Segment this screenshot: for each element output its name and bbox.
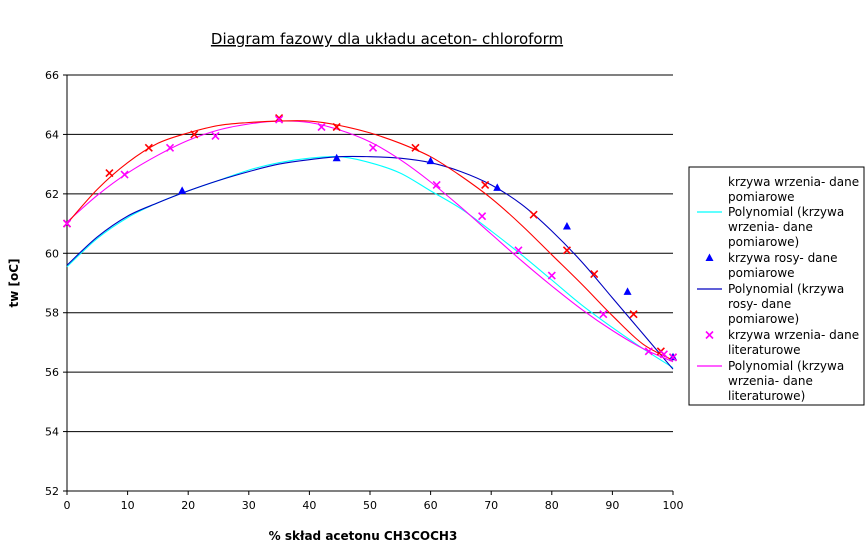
y-tick-label: 52 bbox=[45, 485, 59, 498]
data-point-series-0 bbox=[190, 130, 199, 139]
data-point-series-0 bbox=[144, 143, 153, 152]
data-point-series-2 bbox=[178, 186, 187, 194]
data-point-series-4 bbox=[120, 170, 129, 179]
gridlines bbox=[67, 74, 673, 433]
data-point-series-4 bbox=[514, 246, 523, 255]
data-point-series-0 bbox=[332, 122, 341, 132]
legend-item: Polynomial (krzywa wrzenia- dane literatur… bbox=[697, 359, 844, 403]
legend-item: krzywa wrzenia- dane pomiarowe bbox=[728, 175, 859, 204]
y-tick-labels: 52 54 56 58 60 62 64 66 bbox=[45, 69, 59, 498]
legend-label: krzywa wrzenia- dane literaturowe bbox=[728, 328, 859, 357]
x-tick-label: 60 bbox=[424, 499, 438, 512]
fit-curves bbox=[66, 120, 674, 370]
legend-label: Polynomial (krzywa wrzenia- dane pomiarowe… bbox=[728, 205, 844, 249]
y-tick-label: 54 bbox=[45, 426, 59, 439]
x-tick-label: 20 bbox=[181, 499, 195, 512]
data-point-series-4 bbox=[211, 131, 220, 140]
chart-title: Diagram fazowy dla układu aceton- chloro… bbox=[211, 30, 563, 48]
data-point-series-0 bbox=[529, 210, 538, 219]
x-tick-labels: 0 10 20 30 40 50 60 70 80 90 100 bbox=[64, 499, 684, 512]
legend: krzywa wrzenia- dane pomiarowePolynomial … bbox=[688, 166, 865, 406]
x-tick-label: 40 bbox=[302, 499, 316, 512]
legend-item: Polynomial (krzywa wrzenia- dane pomiarowe… bbox=[697, 205, 844, 249]
data-point-series-4 bbox=[659, 350, 668, 359]
data-point-series-2 bbox=[426, 156, 435, 165]
x-tick-label: 50 bbox=[363, 499, 377, 512]
data-point-series-4 bbox=[432, 180, 441, 190]
x-tick-label: 70 bbox=[484, 499, 498, 512]
axes bbox=[63, 74, 674, 495]
data-point-series-4 bbox=[275, 115, 284, 124]
data-point-series-4 bbox=[317, 122, 326, 132]
x-axis-title: % skład acetonu CH3COCH3 bbox=[269, 529, 458, 543]
legend-label: krzywa wrzenia- dane pomiarowe bbox=[728, 175, 859, 204]
legend-box bbox=[688, 166, 865, 406]
data-point-series-4 bbox=[368, 143, 378, 152]
y-tick-label: 62 bbox=[45, 188, 59, 201]
data-point-series-4 bbox=[644, 347, 653, 356]
data-point-series-0 bbox=[105, 168, 114, 178]
x-tick-label: 30 bbox=[242, 499, 256, 512]
legend-item: Polynomial (krzywa rosy- dane pomiarowe) bbox=[697, 282, 844, 326]
data-point-series-0 bbox=[481, 180, 490, 190]
legend-label: krzywa rosy- dane pomiarowe bbox=[728, 251, 838, 280]
legend-item: krzywa wrzenia- dane literaturowe bbox=[705, 328, 859, 357]
y-tick-label: 58 bbox=[45, 307, 59, 320]
data-point-series-2 bbox=[623, 287, 632, 295]
y-axis-title: tw [oC] bbox=[7, 258, 21, 307]
data-point-series-4 bbox=[668, 353, 678, 362]
data-point-series-4 bbox=[547, 271, 556, 280]
legend-label: Polynomial (krzywa rosy- dane pomiarowe) bbox=[728, 282, 844, 326]
x-tick-label: 10 bbox=[121, 499, 135, 512]
y-tick-label: 60 bbox=[45, 247, 59, 260]
legend-swatch-marker bbox=[705, 330, 714, 340]
legend-item: krzywa rosy- dane pomiarowe bbox=[705, 251, 838, 280]
y-tick-label: 64 bbox=[45, 128, 59, 141]
data-point-series-0 bbox=[629, 310, 638, 319]
y-tick-label: 66 bbox=[45, 69, 59, 82]
data-point-series-0 bbox=[411, 143, 420, 152]
data-point-series-2 bbox=[493, 183, 502, 191]
x-tick-label: 90 bbox=[605, 499, 619, 512]
data-point-series-4 bbox=[62, 219, 72, 228]
series-line-3 bbox=[66, 155, 674, 370]
data-markers bbox=[62, 114, 678, 362]
x-tick-label: 100 bbox=[663, 499, 684, 512]
data-point-series-0 bbox=[590, 270, 599, 279]
y-tick-label: 56 bbox=[45, 366, 59, 379]
data-point-series-4 bbox=[165, 143, 175, 152]
data-point-series-4 bbox=[599, 310, 608, 319]
legend-label: Polynomial (krzywa wrzenia- dane literatur… bbox=[728, 359, 844, 403]
data-point-series-0 bbox=[562, 246, 572, 255]
x-tick-label: 80 bbox=[545, 499, 559, 512]
legend-swatch-marker bbox=[705, 253, 714, 261]
data-point-series-4 bbox=[478, 212, 487, 221]
data-point-series-2 bbox=[332, 153, 341, 162]
data-point-series-2 bbox=[562, 222, 571, 230]
data-point-series-0 bbox=[275, 114, 284, 123]
x-tick-label: 0 bbox=[64, 499, 71, 512]
series-line-6 bbox=[66, 120, 674, 361]
